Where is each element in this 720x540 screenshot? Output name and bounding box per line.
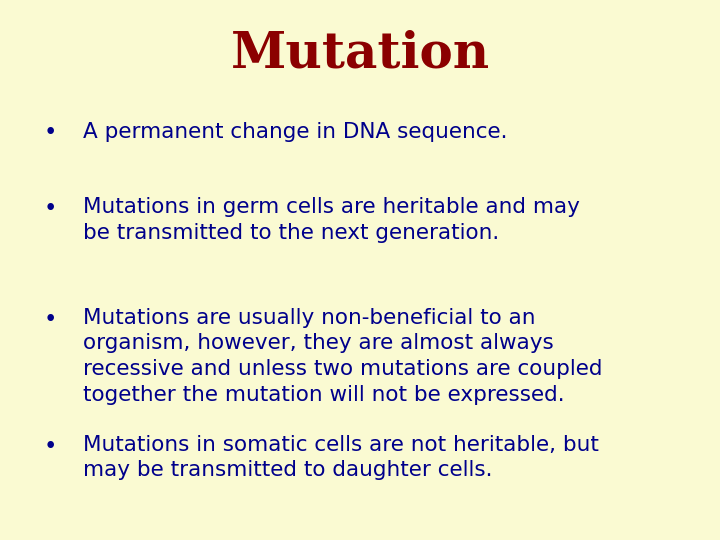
Text: Mutation: Mutation — [230, 30, 490, 79]
Text: Mutations in germ cells are heritable and may
be transmitted to the next generat: Mutations in germ cells are heritable an… — [83, 197, 580, 242]
Text: •: • — [44, 122, 57, 145]
Text: Mutations in somatic cells are not heritable, but
may be transmitted to daughter: Mutations in somatic cells are not herit… — [83, 435, 598, 480]
Text: •: • — [44, 197, 57, 220]
Text: •: • — [44, 308, 57, 331]
Text: Mutations are usually non-beneficial to an
organism, however, they are almost al: Mutations are usually non-beneficial to … — [83, 308, 603, 404]
Text: •: • — [44, 435, 57, 458]
Text: A permanent change in DNA sequence.: A permanent change in DNA sequence. — [83, 122, 508, 141]
